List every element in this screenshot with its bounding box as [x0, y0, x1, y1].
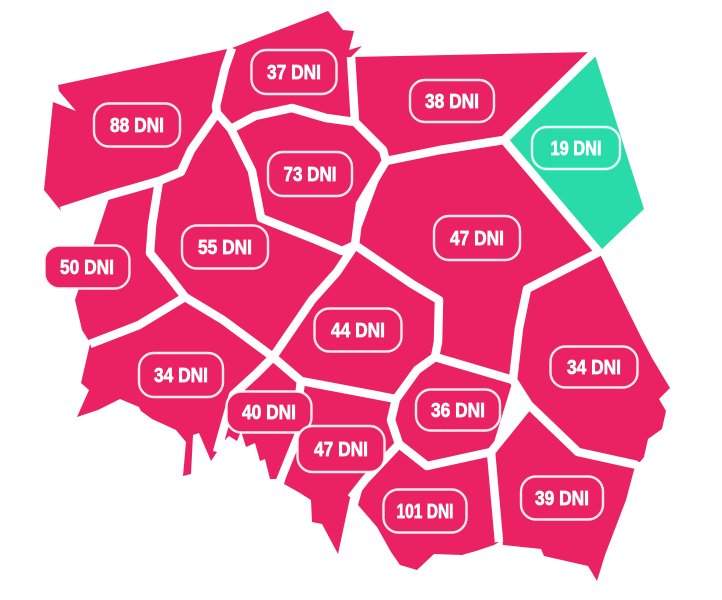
svg-text:88 DNI: 88 DNI — [110, 115, 164, 137]
svg-text:44 DNI: 44 DNI — [331, 320, 385, 342]
svg-text:73 DNI: 73 DNI — [284, 164, 337, 186]
svg-text:34 DNI: 34 DNI — [567, 357, 621, 379]
svg-text:39 DNI: 39 DNI — [535, 488, 589, 510]
svg-text:34 DNI: 34 DNI — [154, 365, 208, 387]
svg-text:47 DNI: 47 DNI — [314, 439, 368, 461]
svg-text:19 DNI: 19 DNI — [551, 138, 602, 160]
svg-text:47 DNI: 47 DNI — [450, 228, 504, 250]
svg-text:101 DNI: 101 DNI — [397, 501, 454, 523]
svg-text:40 DNI: 40 DNI — [242, 402, 296, 424]
svg-text:36 DNI: 36 DNI — [431, 400, 485, 422]
svg-text:50 DNI: 50 DNI — [60, 257, 114, 279]
svg-text:55 DNI: 55 DNI — [198, 237, 252, 259]
svg-text:38 DNI: 38 DNI — [425, 91, 479, 113]
svg-text:37 DNI: 37 DNI — [267, 62, 321, 84]
